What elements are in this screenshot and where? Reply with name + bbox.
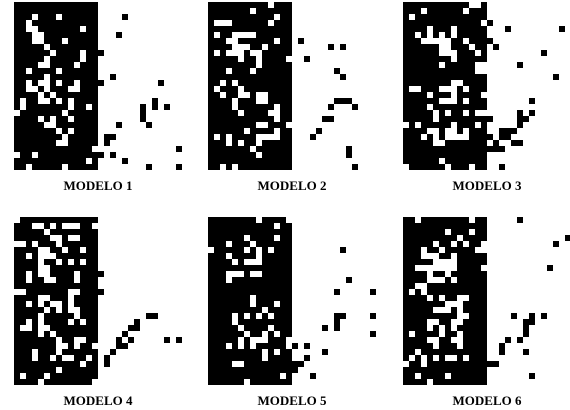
pixel-map [14, 2, 182, 170]
dark-pixels [298, 38, 358, 170]
dark-pixels [292, 247, 376, 379]
pixel-map [208, 217, 376, 385]
dark-pixels [487, 20, 565, 170]
panel-label: MODELO 4 [64, 393, 133, 408]
dark-pixels [487, 217, 570, 379]
panel-label: MODELO 6 [453, 393, 522, 408]
dark-pixels [98, 271, 182, 367]
figure: MODELO 1 MODELO 2 MODELO 3 MODELO 4 MODELO 5… [0, 0, 570, 410]
dark-pixels [98, 14, 182, 170]
pixel-map [14, 217, 182, 385]
panel-label: MODELO 5 [258, 393, 327, 408]
panel-label: MODELO 2 [258, 178, 327, 193]
pixel-map [403, 2, 565, 170]
panel-label: MODELO 1 [64, 178, 133, 193]
pixel-map [403, 217, 570, 385]
panel-label: MODELO 3 [453, 178, 522, 193]
pixel-map [208, 2, 358, 170]
